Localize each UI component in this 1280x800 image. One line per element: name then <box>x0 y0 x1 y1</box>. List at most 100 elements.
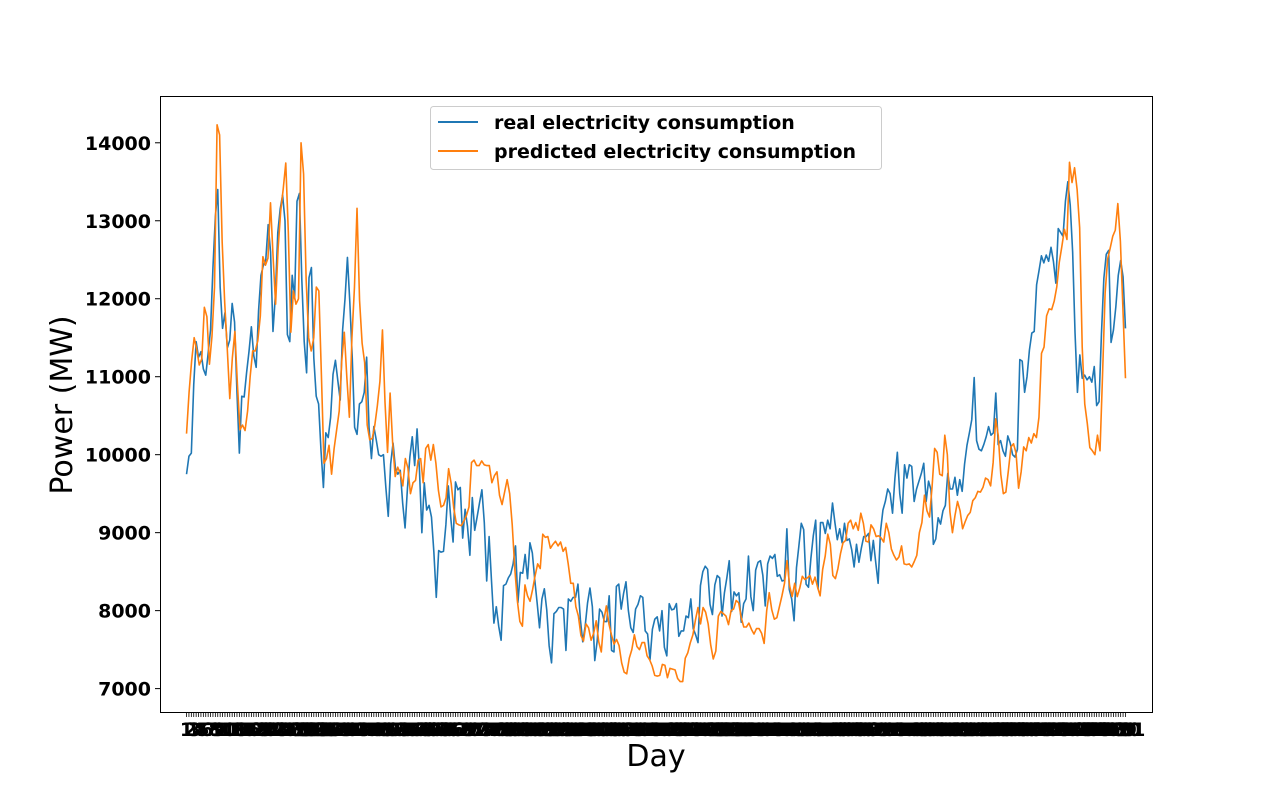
plot-area <box>160 96 1153 713</box>
x-tick-label: 150 <box>775 719 815 741</box>
x-tick-label: 92 <box>545 719 571 741</box>
x-tick-label: 170 <box>857 719 897 741</box>
x-tick-label: 185 <box>918 719 958 741</box>
x-tick-label: 198 <box>971 719 1011 741</box>
x-tick-label: 184 <box>914 719 954 741</box>
x-tick-label: 117 <box>640 719 680 741</box>
x-tick-label: 102 <box>579 719 619 741</box>
x-tick-label: 212 <box>1028 719 1068 741</box>
x-tick-label: 8 <box>208 719 221 741</box>
x-tick-label: 64 <box>430 719 456 741</box>
x-tick-label: 46 <box>357 719 383 741</box>
x-tick-label: 23 <box>263 719 289 741</box>
y-tick-label: 9000 <box>98 523 151 545</box>
x-tick-label: 134 <box>710 719 750 741</box>
x-tick-label: 217 <box>1048 719 1088 741</box>
x-tick-label: 128 <box>685 719 725 741</box>
x-tick-label: 6 <box>200 719 213 741</box>
x-tick-label: 197 <box>967 719 1007 741</box>
x-tick-label: 209 <box>1016 719 1056 741</box>
x-tick-label: 86 <box>520 719 546 741</box>
x-tick-label: 131 <box>697 719 737 741</box>
x-tick-label: 60 <box>414 719 440 741</box>
x-tick-label: 21 <box>255 719 281 741</box>
x-tick-label: 27 <box>279 719 305 741</box>
x-tick-label: 228 <box>1093 719 1133 741</box>
x-tick-label: 192 <box>946 719 986 741</box>
x-tick-label: 168 <box>848 719 888 741</box>
x-tick-label: 81 <box>500 719 526 741</box>
x-tick-label: 93 <box>549 719 575 741</box>
x-tick-label: 213 <box>1032 719 1072 741</box>
x-tick-label: 115 <box>632 719 672 741</box>
x-tick-label: 171 <box>861 719 901 741</box>
x-tick-label: 155 <box>795 719 835 741</box>
x-tick-label: 99 <box>573 719 599 741</box>
x-axis-title: Day <box>626 739 685 774</box>
x-tick-label: 66 <box>439 719 465 741</box>
x-tick-label: 55 <box>394 719 420 741</box>
x-tick-label: 222 <box>1069 719 1109 741</box>
x-tick-label: 14 <box>226 719 252 741</box>
x-tick-label: 225 <box>1081 719 1121 741</box>
x-tick-label: 162 <box>824 719 864 741</box>
x-tick-label: 4 <box>192 719 205 741</box>
x-tick-label: 3 <box>188 719 201 741</box>
y-tick-label: 11000 <box>85 367 151 389</box>
x-tick-label: 129 <box>689 719 729 741</box>
x-tick-label: 87 <box>524 719 550 741</box>
x-tick-label: 5 <box>196 719 209 741</box>
x-tick-label: 169 <box>853 719 893 741</box>
x-tick-label: 152 <box>783 719 823 741</box>
x-tick-label: 89 <box>533 719 559 741</box>
x-tick-label: 11 <box>214 719 240 741</box>
x-tick-label: 221 <box>1065 719 1105 741</box>
x-tick-label: 16 <box>235 719 261 741</box>
x-tick-label: 78 <box>488 719 514 741</box>
x-tick-label: 43 <box>345 719 371 741</box>
x-tick-label: 77 <box>484 719 510 741</box>
x-tick-label: 95 <box>557 719 583 741</box>
x-tick-label: 105 <box>591 719 631 741</box>
x-tick-label: 26 <box>275 719 301 741</box>
x-tick-label: 121 <box>657 719 697 741</box>
x-tick-label: 114 <box>628 719 668 741</box>
x-tick-label: 45 <box>353 719 379 741</box>
x-tick-label: 104 <box>587 719 627 741</box>
x-tick-label: 119 <box>648 719 688 741</box>
x-tick-label: 163 <box>828 719 868 741</box>
x-tick-label: 123 <box>665 719 705 741</box>
x-tick-label: 223 <box>1073 719 1113 741</box>
x-tick-label: 34 <box>308 719 334 741</box>
x-tick-label: 189 <box>934 719 974 741</box>
x-tick-label: 125 <box>673 719 713 741</box>
x-tick-label: 220 <box>1061 719 1101 741</box>
x-tick-label: 83 <box>508 719 534 741</box>
x-tick-label: 50 <box>373 719 399 741</box>
x-tick-label: 153 <box>787 719 827 741</box>
x-tick-label: 20 <box>251 719 277 741</box>
x-tick-label: 22 <box>259 719 285 741</box>
x-tick-label: 207 <box>1008 719 1048 741</box>
x-tick-label: 2 <box>184 719 197 741</box>
x-tick-label: 109 <box>608 719 648 741</box>
x-tick-label: 120 <box>652 719 692 741</box>
x-tick-label: 126 <box>677 719 717 741</box>
y-tick-label: 7000 <box>98 679 151 701</box>
x-tick-label: 37 <box>320 719 346 741</box>
x-tick-label: 13 <box>222 719 248 741</box>
x-tick-label: 82 <box>504 719 530 741</box>
x-tick-label: 179 <box>893 719 933 741</box>
series-line-0 <box>185 180 1127 664</box>
x-tick-label: 36 <box>316 719 342 741</box>
x-tick-label: 137 <box>722 719 762 741</box>
y-axis: 7000 8000 9000 10000 11000 12000 13000 14000 <box>85 133 160 701</box>
x-tick-label: 200 <box>979 719 1019 741</box>
x-tick-label: 52 <box>382 719 408 741</box>
x-tick-label: 108 <box>604 719 644 741</box>
x-tick-label: 141 <box>738 719 778 741</box>
x-tick-label: 166 <box>840 719 880 741</box>
x-tick-label: 90 <box>537 719 563 741</box>
x-tick-label: 206 <box>1004 719 1044 741</box>
x-tick-label: 53 <box>386 719 412 741</box>
